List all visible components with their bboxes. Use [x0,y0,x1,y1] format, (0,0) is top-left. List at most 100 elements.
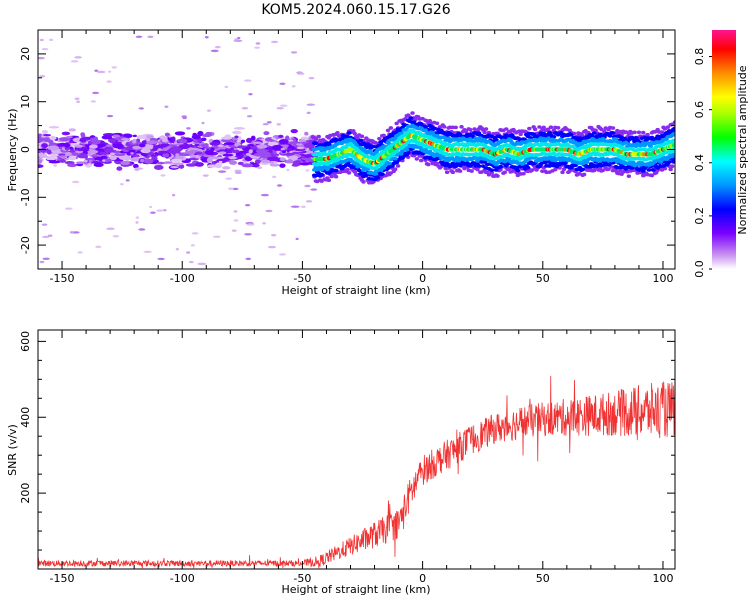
noise-blob [46,149,52,155]
noise-outlier [233,219,239,222]
snr-axes: -150 -100 -50 0 50 100 200 400 600 [19,330,675,585]
noise-blob [160,143,168,148]
snr-panel: -150 -100 -50 0 50 100 200 400 600 Height of str… [6,329,676,596]
noise-blob [130,157,142,162]
noise-blob [269,163,280,167]
noise-outlier [39,75,46,78]
noise-outlier [96,70,106,74]
signal-band [313,141,319,146]
noise-blob [169,146,182,152]
noise-blob [263,131,270,136]
noise-blob [121,141,127,145]
noise-outlier [138,107,145,110]
noise-blob [75,161,85,165]
noise-blob [178,144,190,150]
noise-outlier [276,123,281,126]
spectrogram-xtick-label: 50 [536,272,550,285]
noise-outlier [135,216,140,219]
noise-outlier [74,97,80,100]
noise-blob [131,154,140,157]
noise-blob [288,141,299,145]
snr-ytick-label: 200 [19,483,32,504]
signal-band [649,173,655,178]
noise-blob [247,144,255,147]
signal-band [335,130,340,135]
signal-band [672,138,675,143]
noise-outlier [149,205,153,209]
noise-blob [112,134,121,138]
noise-outlier [83,159,88,163]
noise-outlier [272,175,277,179]
signal-band [665,125,670,129]
noise-blob [237,161,244,166]
noise-blob [161,138,169,143]
noise-outlier [163,209,167,212]
spectrogram-xtick-label: -100 [170,272,195,285]
noise-outlier [130,152,134,155]
signal-band [580,167,586,172]
noise-outlier [304,184,311,188]
spectrogram-xtick-label: -50 [293,272,311,285]
signal-band [381,166,387,170]
signal-band [669,164,675,169]
signal-band [352,131,358,136]
noise-outlier [279,104,288,107]
noise-outlier [271,137,276,140]
signal-band [405,150,411,155]
signal-band [450,170,456,175]
signal-band [408,116,414,121]
noise-outlier [224,85,229,89]
noise-outlier [262,222,266,225]
noise-outlier [305,169,310,172]
noise-blob [197,130,204,137]
signal-band [623,130,629,134]
noise-blob [138,143,146,148]
signal-band [537,125,542,129]
noise-outlier [210,49,219,53]
noise-blob [226,148,234,154]
noise-blob [281,149,287,154]
noise-outlier [106,114,114,118]
noise-blob [49,136,57,141]
noise-outlier [254,46,261,49]
noise-outlier [212,235,221,238]
spectrogram-ytick-label: 10 [19,95,32,109]
noise-blob [47,145,60,151]
signal-band [395,164,401,168]
colorbar: 0.0 0.2 0.4 0.6 0.8 Normalized spectral ampl… [693,30,749,278]
signal-band [346,170,352,175]
noise-blob [158,150,170,154]
signal-band [645,132,650,137]
noise-blob [287,148,293,151]
noise-outlier [266,121,272,124]
signal-band [622,136,628,141]
noise-blob [304,131,309,136]
noise-outlier [225,177,232,180]
noise-blob [260,159,271,164]
noise-blob [278,134,284,139]
noise-blob [109,156,117,161]
noise-blob [289,155,299,161]
signal-band [636,130,642,135]
noise-outlier [120,183,124,186]
signal-band [659,130,665,134]
noise-blob [157,161,165,165]
noise-outlier [260,193,269,197]
signal-band [560,170,565,175]
colorbar-tick-label: 0.2 [693,207,706,225]
noise-outlier [255,42,261,45]
noise-blob [208,156,220,160]
noise-outlier [204,36,209,39]
noise-blob [153,164,164,171]
noise-blob [132,134,137,138]
noise-outlier [306,103,316,106]
noise-outlier [95,245,102,249]
noise-blob [203,154,212,158]
signal-band [568,133,574,137]
signal-band [398,152,404,156]
noise-blob [69,149,75,153]
noise-blob [76,147,85,152]
noise-blob [91,154,98,158]
